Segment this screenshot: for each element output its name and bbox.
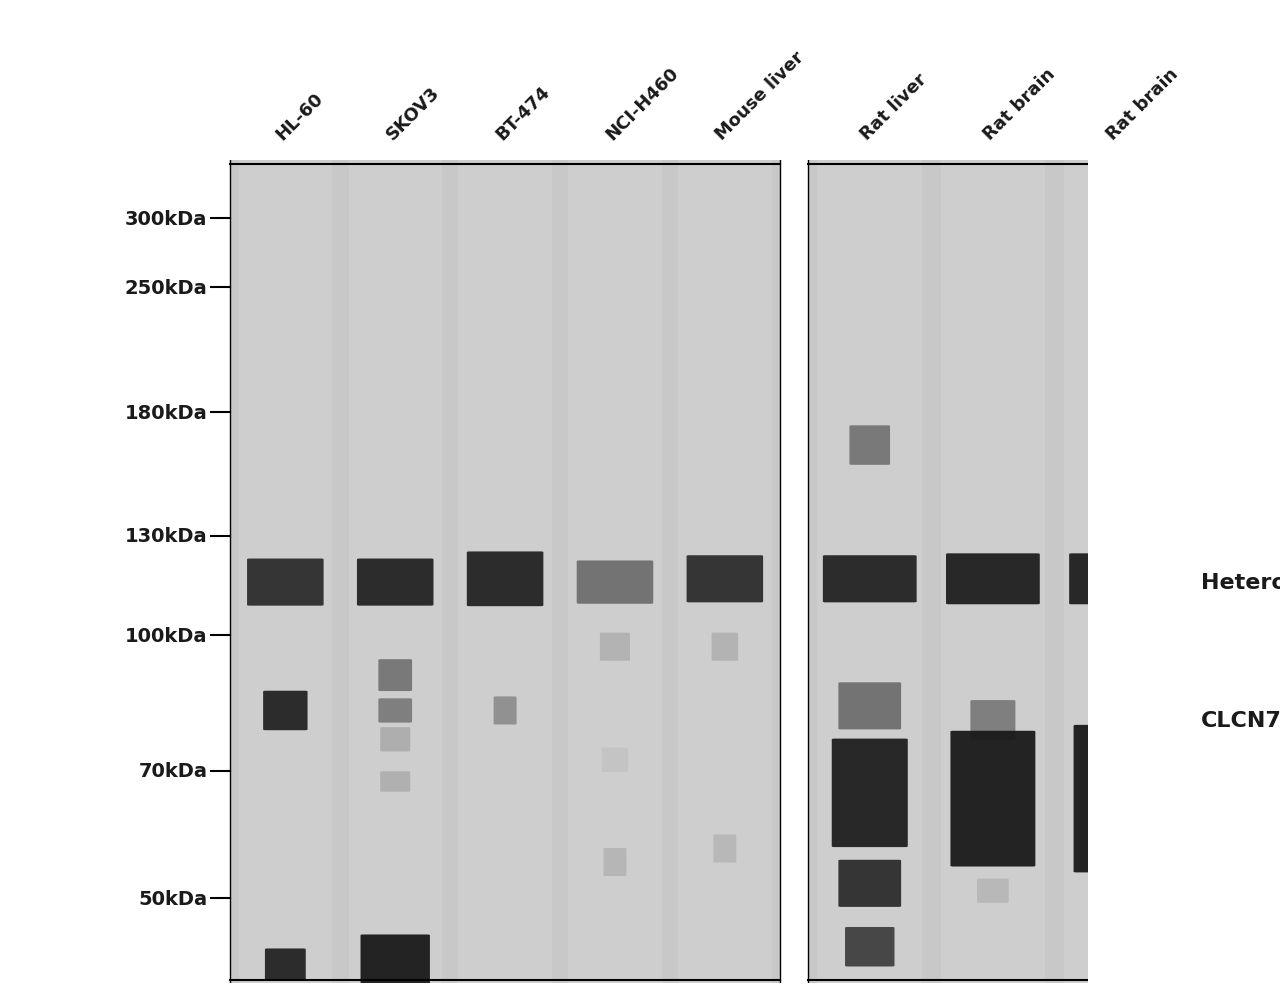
FancyBboxPatch shape: [380, 771, 411, 792]
FancyBboxPatch shape: [832, 739, 908, 848]
FancyBboxPatch shape: [602, 748, 628, 772]
Text: 250kDa: 250kDa: [124, 279, 207, 298]
FancyBboxPatch shape: [977, 879, 1009, 903]
FancyBboxPatch shape: [265, 949, 306, 980]
FancyBboxPatch shape: [686, 556, 763, 603]
Text: 70kDa: 70kDa: [138, 761, 207, 780]
Text: 180kDa: 180kDa: [124, 403, 207, 422]
Bar: [348, 160, 442, 983]
Text: Rat brain: Rat brain: [1103, 65, 1181, 144]
FancyBboxPatch shape: [838, 860, 901, 907]
Text: Heterodimer: Heterodimer: [1201, 573, 1280, 593]
FancyBboxPatch shape: [712, 633, 739, 661]
Text: HL-60: HL-60: [273, 89, 326, 144]
FancyBboxPatch shape: [823, 556, 916, 603]
Text: NCI-H460: NCI-H460: [602, 64, 682, 144]
FancyBboxPatch shape: [488, 985, 522, 1003]
Text: 100kDa: 100kDa: [125, 626, 207, 645]
FancyBboxPatch shape: [1074, 725, 1158, 873]
Bar: [678, 160, 772, 983]
Bar: [568, 160, 662, 983]
Bar: [458, 160, 552, 983]
Text: SKOV3: SKOV3: [383, 84, 443, 144]
FancyBboxPatch shape: [713, 834, 736, 863]
Text: 300kDa: 300kDa: [125, 210, 207, 229]
FancyBboxPatch shape: [970, 700, 1015, 740]
FancyBboxPatch shape: [379, 660, 412, 691]
Bar: [238, 160, 332, 983]
Bar: [941, 160, 1046, 983]
FancyBboxPatch shape: [716, 992, 735, 1003]
FancyBboxPatch shape: [265, 998, 306, 1003]
FancyBboxPatch shape: [838, 683, 901, 730]
Bar: [1064, 160, 1169, 983]
FancyBboxPatch shape: [850, 426, 890, 465]
FancyBboxPatch shape: [600, 633, 630, 661]
Text: CLCN7: CLCN7: [1201, 710, 1280, 730]
FancyBboxPatch shape: [467, 552, 543, 607]
FancyBboxPatch shape: [380, 727, 411, 751]
FancyBboxPatch shape: [1093, 927, 1138, 967]
FancyBboxPatch shape: [951, 731, 1036, 867]
FancyBboxPatch shape: [577, 561, 653, 604]
Bar: [818, 160, 922, 983]
FancyBboxPatch shape: [603, 849, 626, 877]
FancyBboxPatch shape: [247, 559, 324, 606]
FancyBboxPatch shape: [264, 691, 307, 730]
FancyBboxPatch shape: [946, 554, 1039, 605]
FancyBboxPatch shape: [494, 697, 517, 725]
FancyBboxPatch shape: [605, 990, 625, 1003]
FancyBboxPatch shape: [1069, 554, 1164, 605]
FancyBboxPatch shape: [357, 559, 434, 606]
Text: BT-474: BT-474: [493, 83, 553, 144]
Text: Mouse liver: Mouse liver: [712, 48, 808, 144]
Text: Rat brain: Rat brain: [980, 65, 1059, 144]
Text: 50kDa: 50kDa: [138, 889, 207, 908]
FancyBboxPatch shape: [379, 699, 412, 723]
FancyBboxPatch shape: [361, 935, 430, 1003]
Text: Rat liver: Rat liver: [858, 71, 931, 144]
FancyBboxPatch shape: [845, 927, 895, 967]
Text: 130kDa: 130kDa: [124, 527, 207, 546]
